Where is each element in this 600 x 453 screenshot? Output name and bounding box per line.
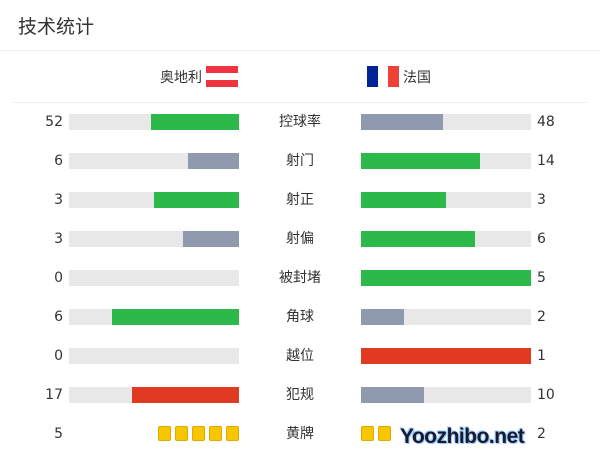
away-bar [361, 270, 531, 286]
away-bar [361, 387, 531, 403]
stat-row-yellow-cards: 5 黄牌 2 [0, 425, 600, 443]
home-bar [69, 192, 239, 208]
home-bar [69, 270, 239, 286]
divider [0, 50, 600, 51]
stat-row: 52 控球率 48 [0, 113, 600, 131]
home-bar-fill [182, 231, 239, 247]
france-flag-icon [367, 66, 400, 87]
yellow-card-icon [361, 426, 374, 441]
away-value: 6 [537, 231, 546, 247]
home-value: 0 [54, 270, 63, 286]
divider [12, 102, 588, 103]
home-bar [69, 114, 239, 130]
stat-row: 0 被封堵 5 [0, 269, 600, 287]
stat-row: 6 射门 14 [0, 152, 600, 170]
away-bar [361, 192, 531, 208]
home-bar-fill [111, 309, 239, 325]
away-bar-fill [361, 153, 480, 169]
away-value: 10 [537, 387, 555, 403]
stat-label: 射正 [286, 192, 314, 208]
home-value: 3 [54, 192, 63, 208]
away-bar-fill [361, 309, 404, 325]
away-value: 5 [537, 270, 546, 286]
home-bar [69, 231, 239, 247]
home-bar [69, 387, 239, 403]
home-value: 52 [45, 114, 63, 130]
stat-row: 0 越位 1 [0, 347, 600, 365]
home-bar [69, 348, 239, 364]
stat-label: 被封堵 [279, 270, 321, 286]
yellow-card-icon [175, 426, 188, 441]
away-bar [361, 153, 531, 169]
watermark: Yoozhibo.net [400, 425, 525, 448]
away-value: 2 [537, 426, 546, 442]
austria-flag-icon [206, 66, 238, 87]
away-value: 2 [537, 309, 546, 325]
stat-label: 射门 [286, 153, 314, 169]
away-value: 14 [537, 153, 555, 169]
stat-label: 越位 [286, 348, 314, 364]
yellow-card-icon [209, 426, 222, 441]
stat-row: 3 射偏 6 [0, 230, 600, 248]
away-value: 3 [537, 192, 546, 208]
stat-row: 6 角球 2 [0, 308, 600, 326]
home-bar [69, 309, 239, 325]
away-bar [361, 114, 531, 130]
away-bar [361, 309, 531, 325]
yellow-card-icon [226, 426, 239, 441]
stat-label: 角球 [286, 309, 314, 325]
away-bar-fill [361, 231, 475, 247]
home-value: 17 [45, 387, 63, 403]
stat-row: 17 犯规 10 [0, 386, 600, 404]
stat-label: 犯规 [286, 387, 314, 403]
home-value: 5 [54, 426, 63, 442]
home-bar-fill [150, 114, 239, 130]
home-bar-fill [188, 153, 239, 169]
yellow-card-icon [378, 426, 391, 441]
page-title: 技术统计 [18, 16, 95, 38]
away-bar-fill [361, 192, 446, 208]
stat-label: 射偏 [286, 231, 314, 247]
away-team: 法国 [367, 66, 431, 87]
home-bar-fill [131, 387, 239, 403]
stat-label: 黄牌 [286, 426, 314, 442]
away-value: 48 [537, 114, 555, 130]
away-bar-fill [361, 270, 531, 286]
away-bar [361, 348, 531, 364]
home-value: 6 [54, 153, 63, 169]
away-bar [361, 231, 531, 247]
home-bar [69, 153, 239, 169]
away-value: 1 [537, 348, 546, 364]
yellow-card-icon [192, 426, 205, 441]
home-team-name: 奥地利 [160, 69, 202, 86]
stat-row: 3 射正 3 [0, 191, 600, 209]
away-bar-fill [361, 114, 443, 130]
away-bar-fill [361, 387, 424, 403]
away-team-name: 法国 [403, 69, 431, 86]
home-value: 0 [54, 348, 63, 364]
yellow-card-icon [158, 426, 171, 441]
home-bar-fill [154, 192, 239, 208]
away-bar-fill [361, 348, 531, 364]
home-value: 3 [54, 231, 63, 247]
home-value: 6 [54, 309, 63, 325]
home-team: 奥地利 [160, 66, 238, 87]
stat-label: 控球率 [279, 114, 321, 130]
